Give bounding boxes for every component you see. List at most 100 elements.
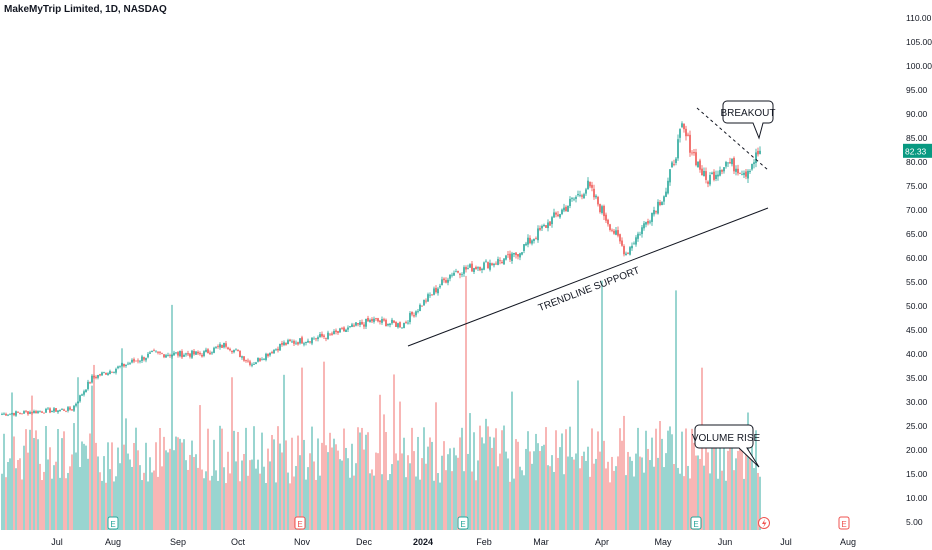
candle xyxy=(333,329,335,335)
volume-bar xyxy=(387,480,389,530)
breakout-resistance-line[interactable] xyxy=(696,107,769,171)
volume-bar xyxy=(373,475,375,530)
candle xyxy=(707,180,709,188)
volume-rise-callout[interactable]: VOLUME RISE xyxy=(692,424,761,468)
volume-bar xyxy=(197,467,199,530)
candle xyxy=(111,371,113,373)
candle xyxy=(573,197,575,202)
candle xyxy=(299,338,301,345)
volume-bar xyxy=(337,450,339,530)
candle xyxy=(33,409,35,414)
volume-bar xyxy=(231,377,233,530)
volume-bar xyxy=(455,455,457,530)
candle xyxy=(149,350,151,354)
volume-bar xyxy=(171,304,173,530)
last-price-value: 82.33 xyxy=(905,146,927,156)
time-tick-label: Apr xyxy=(595,537,609,547)
volume-bar xyxy=(553,471,555,530)
candle xyxy=(99,373,101,377)
price-tick-label: 105.00 xyxy=(906,37,932,47)
volume-bar xyxy=(47,459,49,530)
candle xyxy=(481,267,483,274)
volume-bar xyxy=(743,478,745,530)
trendline-support[interactable] xyxy=(407,207,769,347)
volume-bar xyxy=(361,427,363,530)
volume-bar xyxy=(739,424,741,530)
price-tick-label: 65.00 xyxy=(906,229,928,239)
volume-bar xyxy=(753,468,755,530)
candle xyxy=(87,379,89,391)
volume-bar xyxy=(643,472,645,530)
candle xyxy=(49,407,51,414)
candle xyxy=(239,350,241,358)
volume-bar xyxy=(143,472,145,530)
volume-bar xyxy=(43,471,45,530)
volume-bar xyxy=(369,473,371,530)
candle xyxy=(11,412,13,416)
volume-bar xyxy=(203,478,205,530)
price-axis[interactable]: 5.00 10.00 15.00 20.00 25.00 30.00 35.00 40.00 4… xyxy=(906,13,932,527)
earnings-marker-icon[interactable]: E xyxy=(838,516,850,530)
candle xyxy=(473,267,475,275)
volume-bar xyxy=(479,425,481,530)
volume-bar xyxy=(651,437,653,530)
volume-bar xyxy=(607,461,609,530)
candle xyxy=(255,361,257,365)
volume-bar xyxy=(397,460,399,530)
candle xyxy=(157,350,159,355)
volume-bar xyxy=(33,437,35,530)
time-tick-label: Oct xyxy=(231,537,246,547)
candle xyxy=(583,192,585,199)
time-axis[interactable]: Jul Aug Sep Oct Nov Dec 2024 Feb Mar Apr May Jun Jul… xyxy=(51,537,856,547)
volume-bar xyxy=(329,432,331,530)
flash-event-icon[interactable] xyxy=(758,517,770,529)
candle xyxy=(721,169,723,175)
candle xyxy=(41,410,43,413)
candle xyxy=(319,331,321,338)
volume-bar xyxy=(331,447,333,530)
candle xyxy=(561,208,563,216)
volume-bar xyxy=(561,433,563,530)
candle xyxy=(627,251,629,255)
volume-bar xyxy=(191,440,193,530)
volume-bar xyxy=(505,451,507,530)
volume-bars xyxy=(1,275,761,530)
candle xyxy=(441,276,443,286)
candle xyxy=(681,121,683,129)
candle xyxy=(751,163,753,171)
candle xyxy=(749,169,751,174)
candle xyxy=(373,316,375,324)
volume-bar xyxy=(583,451,585,530)
candle xyxy=(395,321,397,327)
earnings-marker-icon[interactable]: E xyxy=(690,516,702,530)
candle xyxy=(103,371,105,374)
candle xyxy=(379,319,381,325)
price-tick-label: 75.00 xyxy=(906,181,928,191)
volume-bar xyxy=(15,468,17,530)
breakout-callout[interactable]: BREAKOUT xyxy=(720,100,776,140)
candle xyxy=(731,158,733,167)
volume-bar xyxy=(307,467,309,530)
candle xyxy=(243,355,245,362)
candle xyxy=(275,348,277,352)
volume-bar xyxy=(343,428,345,530)
candle xyxy=(363,322,365,330)
candle xyxy=(723,166,725,174)
candle xyxy=(499,257,501,265)
price-tick-label: 70.00 xyxy=(906,205,928,215)
volume-bar xyxy=(229,473,231,530)
candle xyxy=(143,356,145,362)
candle xyxy=(409,311,411,325)
volume-bar xyxy=(383,414,385,530)
candle xyxy=(307,338,309,343)
volume-bar xyxy=(103,456,105,530)
candle xyxy=(581,193,583,200)
earnings-marker-icon[interactable]: E xyxy=(294,516,306,530)
volume-bar xyxy=(101,480,103,530)
candle xyxy=(405,320,407,324)
volume-bar xyxy=(353,475,355,530)
earnings-marker-icon[interactable]: E xyxy=(457,516,469,530)
earnings-marker-icon[interactable]: E xyxy=(107,516,119,530)
candle xyxy=(697,161,699,168)
